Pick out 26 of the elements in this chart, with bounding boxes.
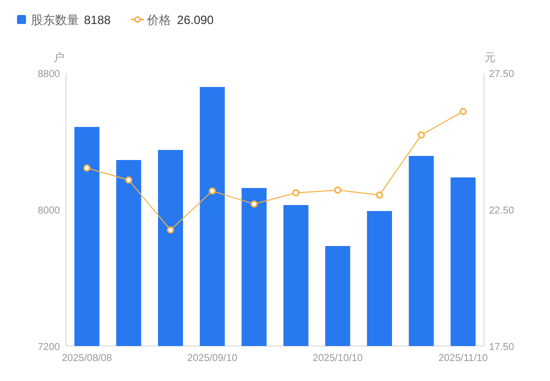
text: 26.090 [177,13,214,27]
point [418,131,425,139]
point [166,226,174,234]
point [83,164,90,172]
legend-label: 价格 [146,13,172,27]
point [334,186,342,194]
y-tick-label: 8000 [38,206,60,216]
y2-axis-title: 元 [484,52,496,64]
y-tick-label: 8800 [38,69,60,80]
point [376,191,384,199]
point [125,176,132,184]
text: 8188 [84,13,112,27]
legend-label: 股东数量 [31,13,79,27]
x-tick-label: 2025/11/10 [438,353,488,364]
point [292,189,300,196]
x-tick-label: 2025/09/10 [187,353,238,364]
y-axis-title: 户 [54,51,64,64]
y-tick-label: 7200 [38,342,60,353]
point [208,187,216,195]
y2-tick-label: 17.50 [489,342,514,353]
x-tick-label: 2025/08/08 [62,353,112,364]
x-tick-label: 2025/10/10 [312,353,364,364]
y2-tick-label: 22.50 [489,206,514,216]
y2-tick-label: 27.50 [489,69,514,80]
point [250,200,258,208]
point [460,108,467,116]
